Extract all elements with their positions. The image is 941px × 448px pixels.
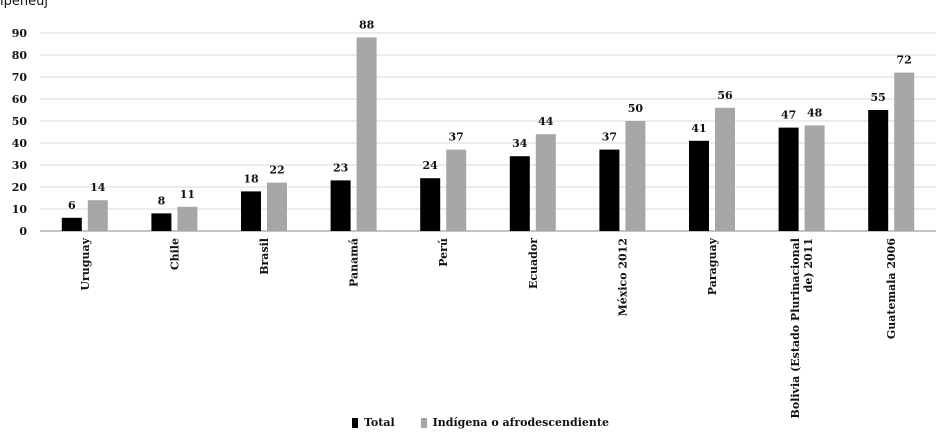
x-tick-label: Bolivia (Estado Plurinacional [789, 238, 802, 418]
bar-total [420, 178, 441, 231]
x-tick-label: Brasil [258, 238, 271, 275]
x-tick-label: Paraguay [706, 237, 719, 295]
data-label-total: 6 [68, 199, 76, 212]
x-tick-label: Panamá [348, 238, 361, 287]
bar-indigena [804, 125, 825, 231]
y-tick-label: 0 [19, 225, 27, 238]
data-label-indigena: 37 [449, 131, 464, 144]
bar-indigena [356, 37, 377, 232]
legend-label-total: Total [364, 416, 395, 429]
y-tick-label: 10 [12, 203, 28, 216]
x-tick-label: Guatemala 2006 [885, 238, 898, 339]
data-label-total: 55 [871, 91, 886, 104]
bar-indigena [715, 107, 735, 231]
x-tick-label: de) 2011 [802, 238, 815, 292]
y-tick-label: 50 [12, 115, 28, 128]
y-tick-label: 90 [12, 27, 28, 40]
data-label-total: 8 [158, 194, 166, 207]
legend-label-indigena: Indígena o afrodescendiente [432, 416, 609, 429]
bar-total [61, 217, 82, 231]
bar-total [151, 213, 172, 231]
data-label-indigena: 44 [538, 115, 554, 128]
bar-indigena [625, 121, 646, 231]
data-label-total: 37 [602, 131, 617, 144]
data-label-total: 34 [512, 137, 528, 150]
data-label-indigena: 11 [180, 188, 195, 201]
bar-indigena [267, 182, 287, 231]
data-label-indigena: 56 [717, 89, 733, 102]
data-label-indigena: 72 [897, 54, 912, 67]
bar-total [689, 140, 709, 231]
data-label-total: 47 [781, 109, 796, 122]
bar-total [778, 127, 799, 231]
x-tick-label: Ecuador [527, 238, 540, 289]
data-label-indigena: 88 [359, 18, 375, 31]
data-label-total: 41 [691, 122, 706, 135]
bar-total [599, 149, 620, 231]
bar-total [509, 156, 530, 231]
data-label-total: 18 [243, 172, 259, 185]
bar-indigena [87, 200, 108, 231]
bar-indigena [446, 149, 467, 231]
header-fragment: ipeñeuj [0, 0, 48, 9]
legend-swatch-indigena [420, 417, 427, 428]
y-tick-label: 60 [12, 93, 28, 106]
data-label-indigena: 22 [269, 164, 284, 177]
y-tick-label: 30 [12, 159, 28, 172]
chart-legend: Total Indígena o afrodescendiente [352, 416, 609, 429]
data-label-indigena: 48 [807, 106, 823, 119]
y-tick-label: 80 [12, 49, 28, 62]
bar-indigena [535, 134, 556, 231]
x-tick-label: México 2012 [616, 238, 629, 316]
bar-total [330, 180, 351, 231]
x-tick-label: Chile [168, 238, 181, 270]
y-tick-label: 70 [12, 71, 28, 84]
bar-indigena [894, 72, 915, 231]
bar-total [868, 110, 889, 231]
legend-swatch-total [352, 417, 358, 428]
y-tick-label: 40 [12, 137, 28, 150]
bar-total [241, 191, 261, 231]
x-tick-label: Perú [437, 238, 450, 267]
x-tick-label: Uruguay [79, 237, 92, 290]
data-label-total: 23 [333, 161, 348, 174]
data-label-indigena: 50 [628, 102, 644, 115]
bar-indigena [177, 206, 198, 231]
data-label-total: 24 [423, 159, 439, 172]
data-label-indigena: 14 [90, 181, 106, 194]
y-tick-label: 20 [12, 181, 28, 194]
